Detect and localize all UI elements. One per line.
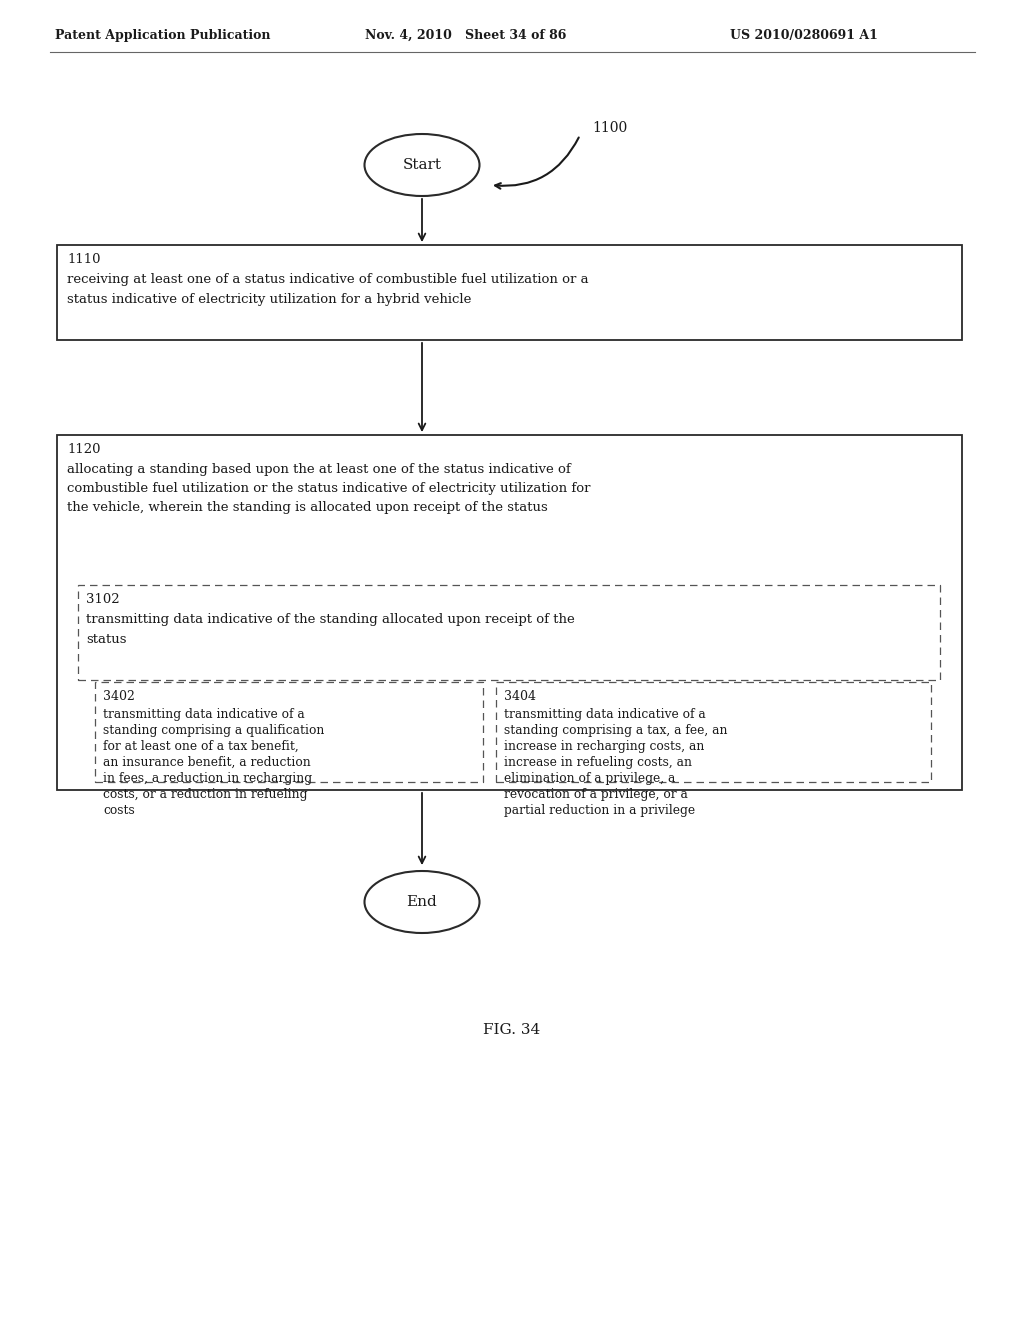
- Text: costs, or a reduction in refueling: costs, or a reduction in refueling: [103, 788, 307, 801]
- Text: revocation of a privilege, or a: revocation of a privilege, or a: [504, 788, 688, 801]
- Text: allocating a standing based upon the at least one of the status indicative of: allocating a standing based upon the at …: [67, 463, 570, 477]
- Text: an insurance benefit, a reduction: an insurance benefit, a reduction: [103, 756, 310, 770]
- Text: for at least one of a tax benefit,: for at least one of a tax benefit,: [103, 741, 299, 752]
- Text: 3102: 3102: [86, 593, 120, 606]
- Text: standing comprising a tax, a fee, an: standing comprising a tax, a fee, an: [504, 723, 727, 737]
- Text: Nov. 4, 2010   Sheet 34 of 86: Nov. 4, 2010 Sheet 34 of 86: [365, 29, 566, 41]
- Text: costs: costs: [103, 804, 135, 817]
- Bar: [57, 246, 962, 341]
- Text: 3402: 3402: [103, 690, 135, 704]
- Text: Start: Start: [402, 158, 441, 172]
- Bar: [78, 585, 940, 680]
- Text: FIG. 34: FIG. 34: [483, 1023, 541, 1038]
- Text: the vehicle, wherein the standing is allocated upon receipt of the status: the vehicle, wherein the standing is all…: [67, 502, 548, 513]
- Text: Patent Application Publication: Patent Application Publication: [55, 29, 270, 41]
- Bar: [95, 682, 483, 781]
- Text: combustible fuel utilization or the status indicative of electricity utilization: combustible fuel utilization or the stat…: [67, 482, 591, 495]
- Bar: [57, 436, 962, 789]
- Text: elimination of a privilege, a: elimination of a privilege, a: [504, 772, 676, 785]
- Text: 1120: 1120: [67, 444, 100, 455]
- Text: End: End: [407, 895, 437, 909]
- Text: status: status: [86, 634, 127, 645]
- Text: transmitting data indicative of a: transmitting data indicative of a: [103, 708, 305, 721]
- Bar: [496, 682, 931, 781]
- Text: in fees, a reduction in recharging: in fees, a reduction in recharging: [103, 772, 312, 785]
- Text: increase in refueling costs, an: increase in refueling costs, an: [504, 756, 692, 770]
- Text: increase in recharging costs, an: increase in recharging costs, an: [504, 741, 705, 752]
- Text: 1110: 1110: [67, 253, 100, 267]
- Text: 3404: 3404: [504, 690, 536, 704]
- Text: receiving at least one of a status indicative of combustible fuel utilization or: receiving at least one of a status indic…: [67, 273, 589, 286]
- Text: 1100: 1100: [592, 121, 628, 135]
- Text: status indicative of electricity utilization for a hybrid vehicle: status indicative of electricity utiliza…: [67, 293, 471, 306]
- Text: partial reduction in a privilege: partial reduction in a privilege: [504, 804, 695, 817]
- Text: transmitting data indicative of the standing allocated upon receipt of the: transmitting data indicative of the stan…: [86, 612, 574, 626]
- Text: transmitting data indicative of a: transmitting data indicative of a: [504, 708, 706, 721]
- Text: standing comprising a qualification: standing comprising a qualification: [103, 723, 325, 737]
- Text: US 2010/0280691 A1: US 2010/0280691 A1: [730, 29, 878, 41]
